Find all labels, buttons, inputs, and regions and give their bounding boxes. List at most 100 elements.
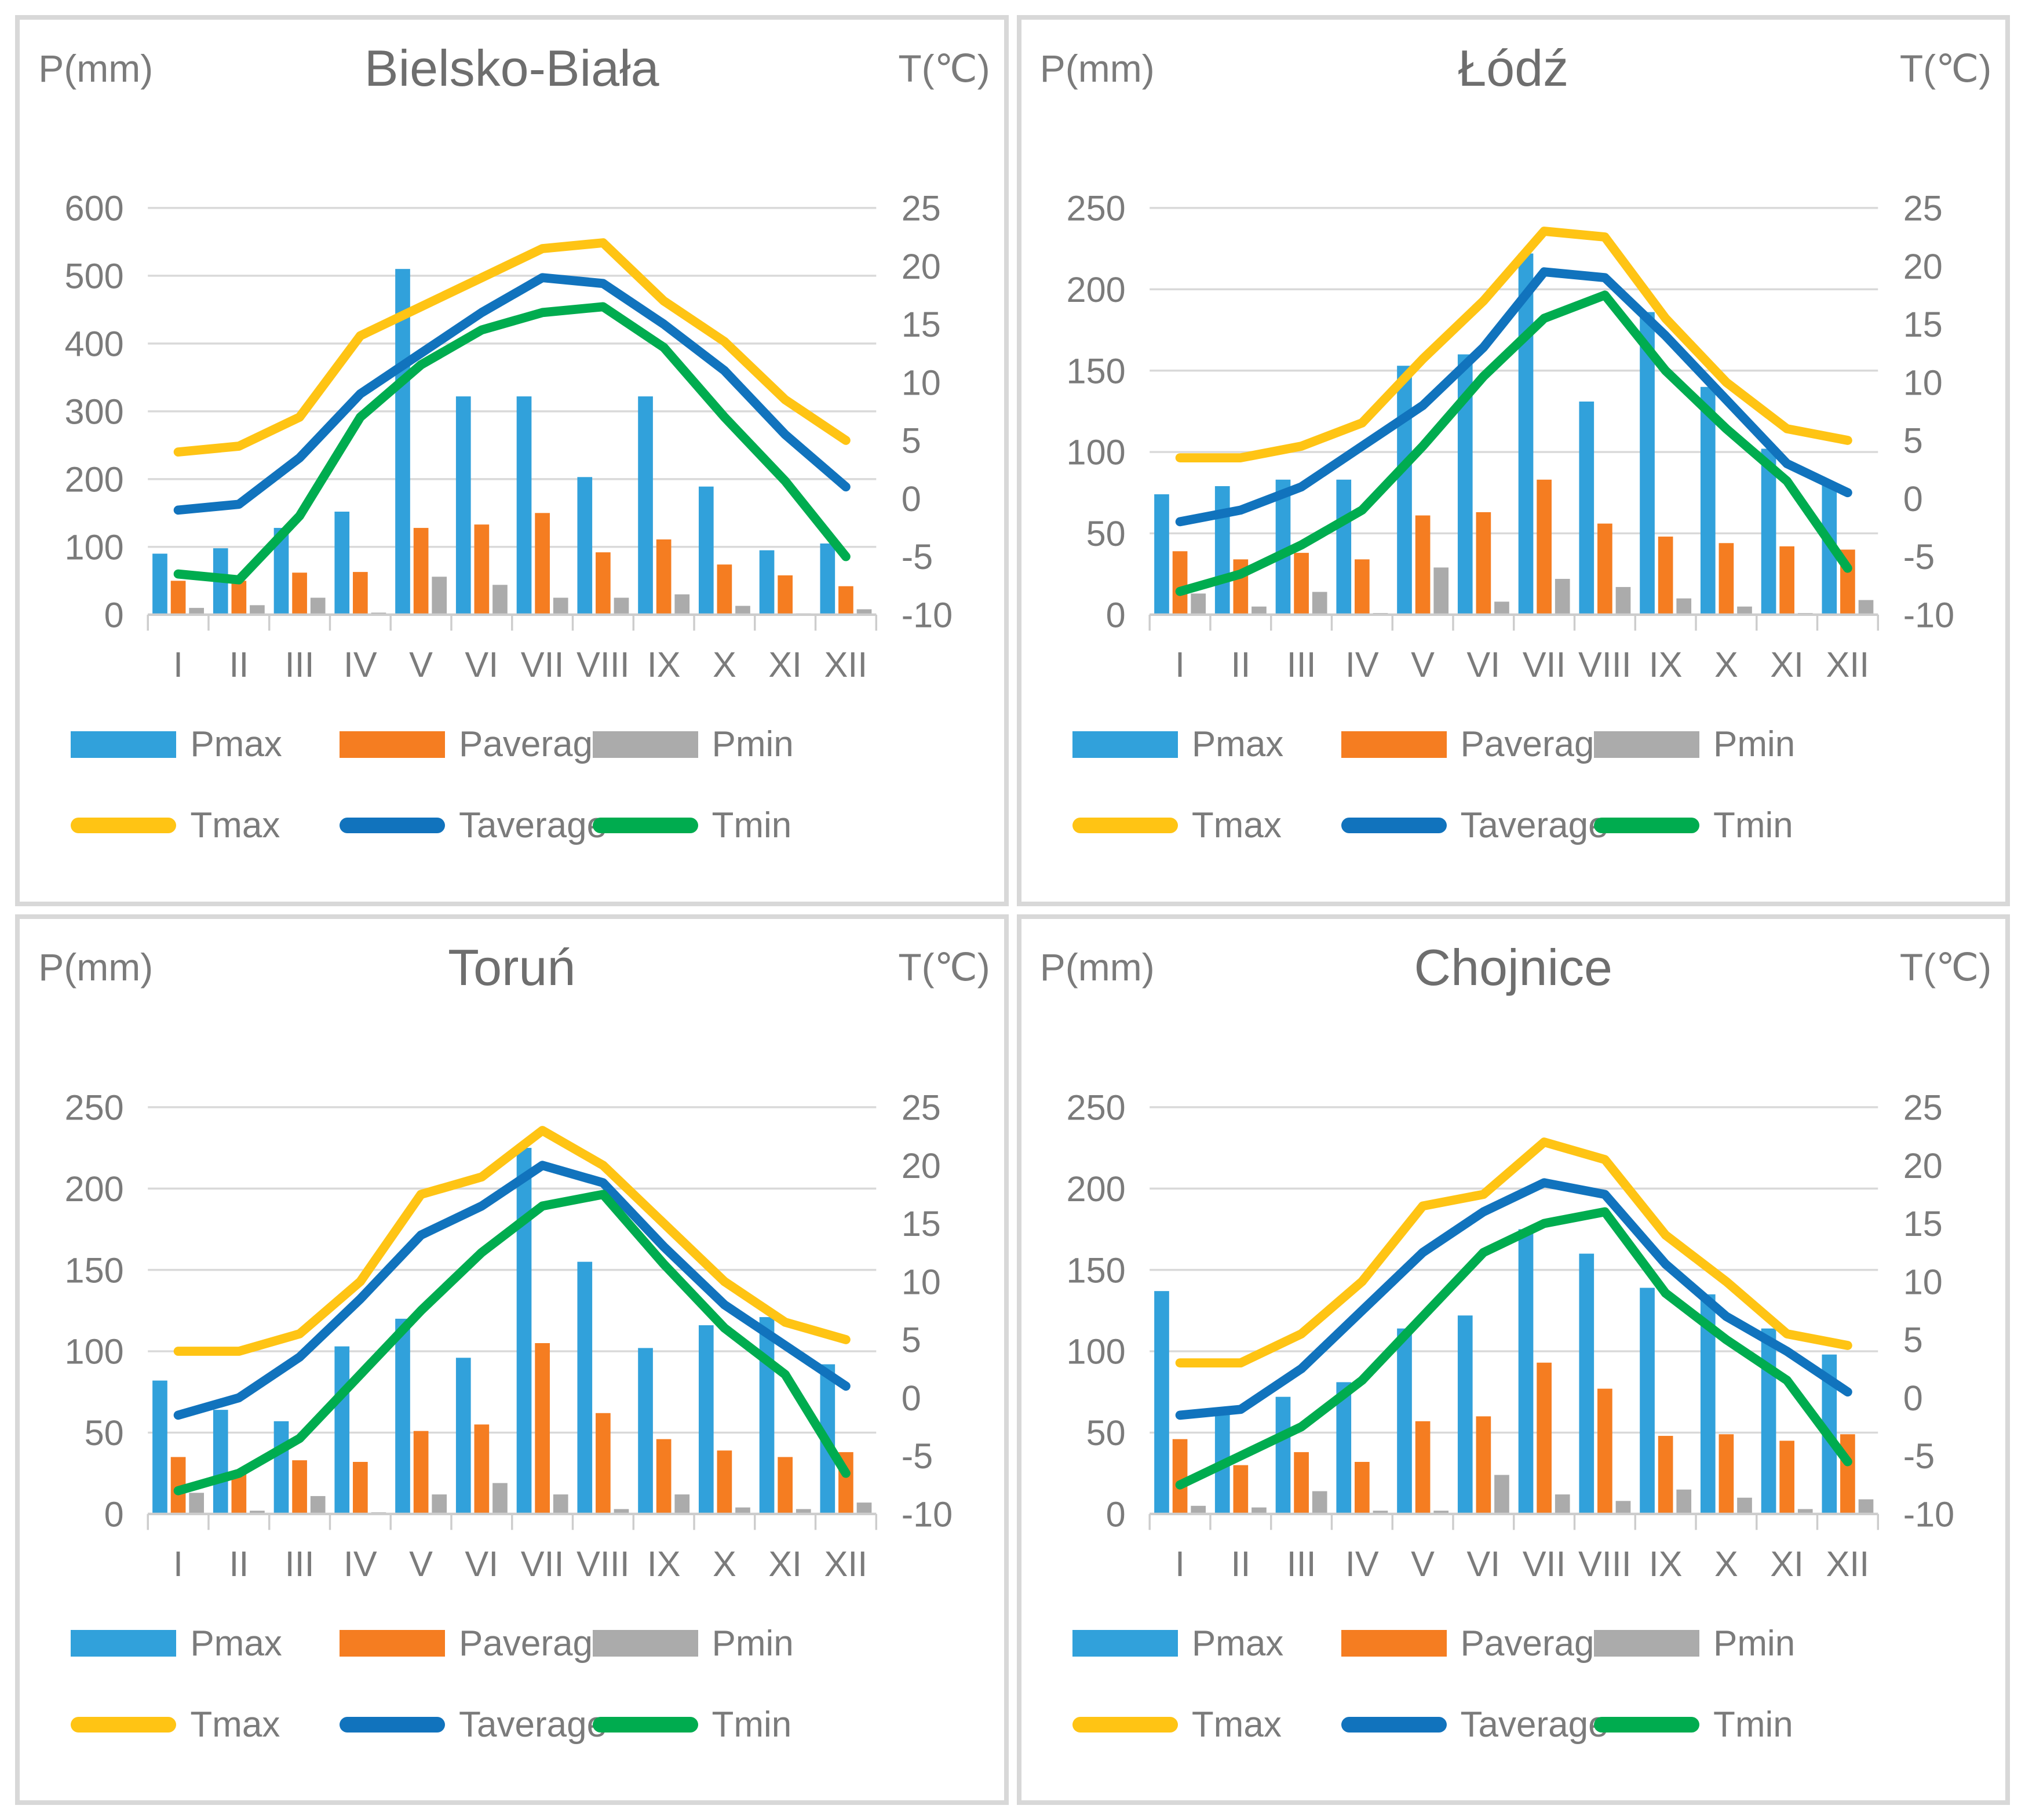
month-label: VII (521, 1544, 564, 1584)
chart-panel-bielsko-biala: P(mm) Bielsko-Biała T(℃) 0 100 200 300 400 50… (15, 15, 1009, 906)
t-tick-label: -10 (1903, 1494, 1954, 1534)
pmax-swatch (1072, 731, 1178, 758)
p-axis-tick-labels: 0 100 200 300 400 500 600 (65, 189, 124, 635)
pmax-bar (1639, 312, 1655, 615)
pmin-bar (735, 1507, 750, 1514)
paverage-bar (778, 1457, 793, 1514)
paverage-bar (292, 572, 307, 615)
line-tmin (1175, 1207, 1852, 1490)
p-axis-tick-labels: 0 50 100 150 200 250 (1066, 189, 1125, 635)
pmin-bar (1676, 598, 1691, 615)
paverage-bar (1597, 523, 1612, 615)
pmax-bar (152, 1380, 167, 1514)
tmin-line (1175, 290, 1852, 596)
pmin-bar (1190, 593, 1206, 615)
p-tick-label: 250 (1066, 1088, 1125, 1127)
taverage-line (1175, 267, 1852, 527)
p-axis-label: P(mm) (38, 946, 154, 989)
paverage-bar (413, 1431, 429, 1514)
legend-item-pmin: Pmin (1594, 721, 1795, 767)
t-tick-label: 20 (902, 247, 941, 286)
chart-panel-chojnice: P(mm) Chojnice T(℃) 0 50 100 150 200 250 -10 -5… (1016, 914, 2010, 1805)
pmin-bar (1190, 1505, 1206, 1514)
legend-label: Pmin (1713, 724, 1796, 765)
legend-row-temperature: Tmax Taverage Tmin (20, 1702, 1004, 1748)
legend-label: Taverage (1460, 805, 1608, 846)
chart-title: Toruń (448, 938, 576, 996)
pmax-bar (759, 550, 775, 615)
t-tick-label: -10 (902, 1494, 953, 1534)
line-taverage (1175, 1177, 1852, 1420)
pmax-bar (213, 1409, 228, 1514)
pmax-swatch (1072, 1630, 1178, 1657)
paverage-bar (1658, 537, 1673, 615)
pmin-bar (1676, 1489, 1691, 1514)
pmin-bar (432, 577, 447, 615)
tmin-line (173, 1189, 851, 1496)
line-taverage (1175, 267, 1852, 527)
legend-label: Pmax (190, 1623, 282, 1664)
tmin-line (1175, 1207, 1852, 1490)
month-label: X (713, 1544, 736, 1584)
bars-paverage (170, 513, 853, 615)
pmin-bar (796, 1508, 811, 1514)
pmin-bar (674, 594, 690, 615)
pmax-bar (1336, 1381, 1351, 1514)
pmax-bar (1154, 1290, 1169, 1514)
t-tick-label: 15 (1903, 1204, 1942, 1243)
t-tick-label: 15 (902, 305, 941, 344)
tmax-line (173, 238, 851, 457)
p-tick-label: 150 (1066, 1250, 1125, 1290)
pmin-bar (1736, 1497, 1752, 1514)
paverage-bar (656, 1439, 672, 1514)
paverage-bar (1536, 1362, 1552, 1514)
pmin-swatch (592, 731, 698, 758)
pmin-bar (614, 1508, 629, 1514)
legend-item-tmax: Tmax (71, 1702, 280, 1748)
pmax-bar (516, 396, 532, 615)
legend-item-tmax: Tmax (1072, 803, 1282, 848)
taverage-line (1175, 1177, 1852, 1420)
legend-item-tmin: Tmin (592, 803, 791, 848)
pmax-bar (273, 1421, 289, 1514)
t-tick-label: 20 (902, 1146, 941, 1185)
pmax-bar (638, 396, 653, 615)
paverage-bar (717, 564, 732, 615)
paverage-bar (535, 513, 550, 615)
legend-item-taverage: Taverage (1341, 1702, 1608, 1748)
tmin-swatch (1594, 818, 1700, 834)
month-labels: I II III IV V VI VII VIII IX X XI XII (173, 645, 867, 684)
legend-item-paverage: Paverage (1341, 721, 1614, 767)
x-axis (147, 613, 878, 631)
bars-pmin (189, 1482, 872, 1514)
pmax-bar (638, 1347, 653, 1514)
pmin-bar (856, 1502, 872, 1514)
month-label: VI (1466, 645, 1500, 684)
line-tmin (173, 302, 851, 585)
legend-label: Paverage (459, 724, 613, 765)
legend-row-temperature: Tmax Taverage Tmin (20, 803, 1004, 848)
paverage-bar (1718, 1434, 1734, 1514)
pmin-swatch (592, 1630, 698, 1657)
pmin-bar (1494, 1474, 1509, 1514)
legend-label: Pmin (1713, 1623, 1796, 1664)
p-tick-label: 0 (1105, 596, 1125, 635)
pmax-bar (1518, 1228, 1533, 1514)
paverage-bar (353, 1461, 368, 1514)
month-label: I (1175, 645, 1185, 684)
pmax-bar (334, 512, 350, 615)
paverage-bar (474, 524, 490, 615)
p-tick-label: 250 (65, 1088, 124, 1127)
tmin-swatch (592, 818, 698, 834)
legend-label: Taverage (459, 1704, 607, 1745)
t-axis-label: T(℃) (898, 946, 990, 989)
t-tick-label: 5 (1903, 421, 1922, 461)
legend-item-tmin: Tmin (1594, 803, 1793, 848)
month-label: VIII (1578, 645, 1631, 684)
t-tick-label: 0 (1903, 479, 1922, 519)
month-label: VIII (1578, 1544, 1631, 1584)
t-tick-label: 10 (902, 363, 941, 402)
legend-item-pmax: Pmax (71, 1621, 282, 1666)
paverage-bar (1779, 546, 1794, 615)
